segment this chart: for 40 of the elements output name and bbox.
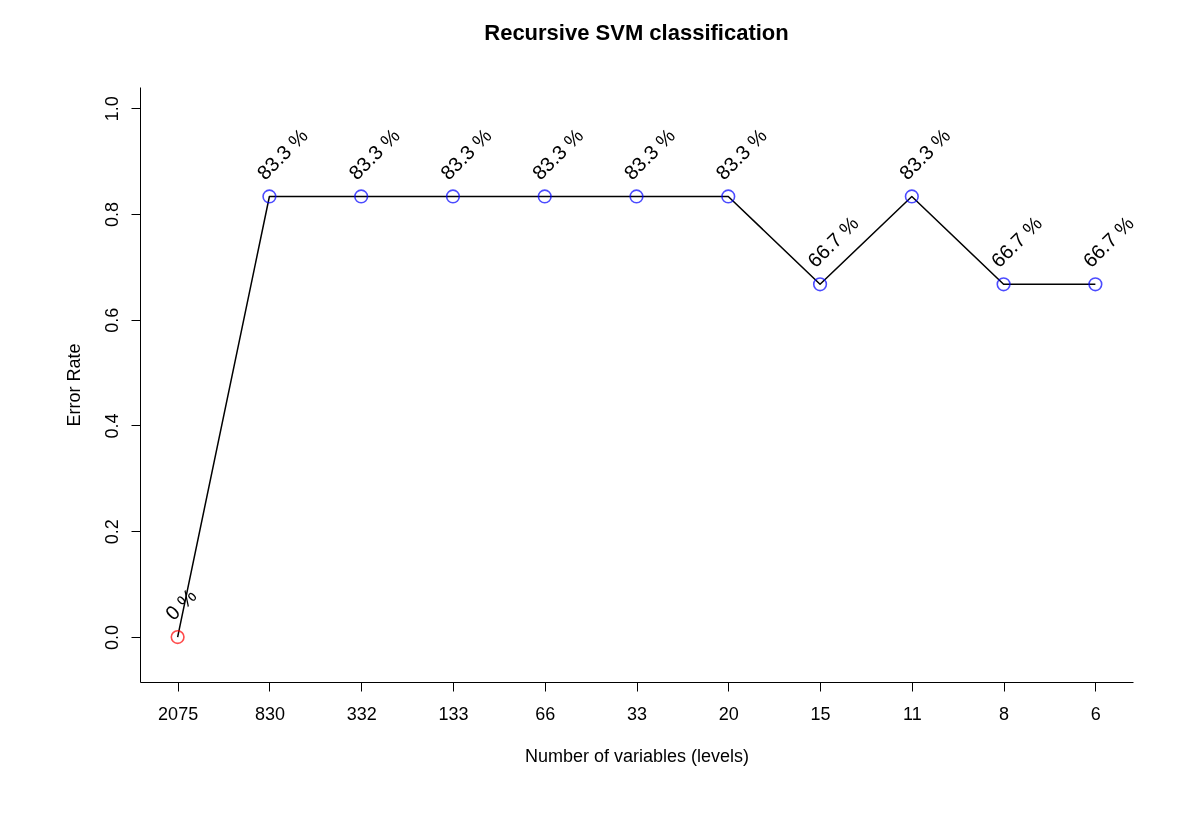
point [996, 277, 1011, 292]
y-tick-label: 0.4 [101, 413, 122, 439]
y-axis-title: Error Rate [63, 343, 84, 427]
x-tick-label: 133 [438, 703, 469, 724]
point [537, 189, 552, 204]
point [170, 629, 185, 645]
x-tick-label: 6 [1090, 703, 1101, 724]
point [354, 189, 369, 204]
point [629, 189, 644, 204]
data-label: 83.3 % [252, 124, 313, 184]
x-tick-label: 66 [535, 703, 556, 724]
point [1088, 277, 1103, 292]
point [812, 277, 828, 292]
data-label: 83.3 % [344, 124, 404, 184]
data-label: 83.3 % [619, 124, 680, 184]
y-tick-label: 0.2 [101, 519, 122, 545]
x-tick-label: 830 [254, 703, 285, 724]
x-tick-label: 15 [810, 703, 831, 724]
y-tick-label: 1.0 [101, 96, 122, 122]
point [262, 189, 277, 204]
point [904, 189, 919, 204]
point [721, 189, 736, 204]
data-label: 0 % [160, 584, 201, 625]
x-tick-label: 8 [999, 703, 1010, 724]
x-tick-label: 2075 [158, 703, 199, 724]
data-label: 83.3 % [894, 124, 955, 184]
y-tick-label: 0.0 [101, 625, 122, 651]
x-tick-label: 20 [718, 703, 739, 724]
chart-title: Recursive SVM classification [484, 20, 789, 45]
y-tick-label: 0.8 [101, 201, 122, 227]
x-tick-label: 332 [346, 703, 377, 724]
data-label: 83.3 % [527, 124, 588, 184]
x-axis-title: Number of variables (levels) [524, 745, 750, 766]
point [445, 189, 461, 204]
x-tick-label: 33 [626, 703, 648, 724]
data-label: 83.3 % [435, 124, 496, 184]
data-label: 83.3 % [711, 124, 772, 184]
x-tick-label: 11 [902, 703, 922, 724]
data-label: 66.7 % [803, 211, 863, 272]
y-tick-label: 0.6 [101, 307, 122, 333]
